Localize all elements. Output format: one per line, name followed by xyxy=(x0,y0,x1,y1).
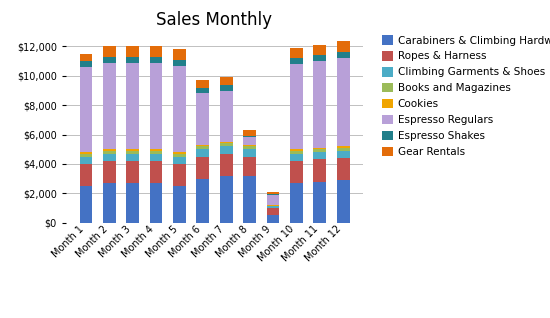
Bar xyxy=(337,158,349,180)
Bar xyxy=(243,130,256,136)
Bar xyxy=(80,164,92,186)
Bar xyxy=(243,137,256,145)
Bar xyxy=(220,143,233,146)
Bar xyxy=(80,154,92,156)
Bar xyxy=(173,60,186,66)
Bar xyxy=(267,192,279,194)
Bar xyxy=(173,152,186,154)
Bar xyxy=(337,148,349,151)
Bar xyxy=(103,149,115,151)
Bar xyxy=(126,151,139,154)
Bar xyxy=(126,161,139,183)
Bar xyxy=(220,77,233,85)
Bar xyxy=(220,142,233,143)
Bar xyxy=(290,151,303,154)
Bar xyxy=(243,176,256,223)
Bar xyxy=(150,149,162,151)
Bar xyxy=(80,186,92,223)
Bar xyxy=(290,161,303,183)
Bar xyxy=(103,46,115,57)
Bar xyxy=(267,206,279,208)
Bar xyxy=(196,80,209,87)
Bar xyxy=(220,85,233,91)
Bar xyxy=(196,179,209,223)
Bar xyxy=(290,154,303,161)
Bar xyxy=(196,146,209,149)
Bar xyxy=(243,149,256,156)
Title: Sales Monthly: Sales Monthly xyxy=(157,11,272,29)
Bar xyxy=(243,156,256,176)
Bar xyxy=(126,46,139,57)
Bar xyxy=(290,64,303,149)
Bar xyxy=(103,161,115,183)
Bar xyxy=(267,208,279,215)
Bar xyxy=(196,156,209,179)
Bar xyxy=(126,57,139,63)
Bar xyxy=(126,183,139,223)
Bar xyxy=(290,149,303,151)
Bar xyxy=(337,146,349,148)
Bar xyxy=(220,146,233,154)
Bar xyxy=(337,58,349,146)
Bar xyxy=(80,156,92,164)
Bar xyxy=(126,149,139,151)
Bar xyxy=(314,149,326,152)
Bar xyxy=(290,48,303,58)
Bar xyxy=(126,154,139,161)
Bar xyxy=(150,63,162,149)
Legend: Carabiners & Climbing Hardwar, Ropes & Harness, Climbing Garments & Shoes, Books: Carabiners & Climbing Hardwar, Ropes & H… xyxy=(380,33,550,159)
Bar xyxy=(173,66,186,152)
Bar xyxy=(243,146,256,149)
Bar xyxy=(150,151,162,154)
Bar xyxy=(314,61,326,148)
Bar xyxy=(103,154,115,161)
Bar xyxy=(196,87,209,93)
Bar xyxy=(196,149,209,156)
Bar xyxy=(220,176,233,223)
Bar xyxy=(290,183,303,223)
Bar xyxy=(196,145,209,146)
Bar xyxy=(220,91,233,142)
Bar xyxy=(173,186,186,223)
Bar xyxy=(243,136,256,137)
Bar xyxy=(314,152,326,160)
Bar xyxy=(314,182,326,223)
Bar xyxy=(150,183,162,223)
Bar xyxy=(314,45,326,55)
Bar xyxy=(267,215,279,223)
Bar xyxy=(80,61,92,67)
Bar xyxy=(80,152,92,154)
Bar xyxy=(80,67,92,152)
Bar xyxy=(314,160,326,182)
Bar xyxy=(314,148,326,149)
Bar xyxy=(314,55,326,61)
Bar xyxy=(337,41,349,52)
Bar xyxy=(103,57,115,63)
Bar xyxy=(150,57,162,63)
Bar xyxy=(337,180,349,223)
Bar xyxy=(220,154,233,176)
Bar xyxy=(150,46,162,57)
Bar xyxy=(150,161,162,183)
Bar xyxy=(243,145,256,146)
Bar xyxy=(337,52,349,58)
Bar xyxy=(103,151,115,154)
Bar xyxy=(267,194,279,195)
Bar xyxy=(126,63,139,149)
Bar xyxy=(173,164,186,186)
Bar xyxy=(150,154,162,161)
Bar xyxy=(173,49,186,60)
Bar xyxy=(196,93,209,145)
Bar xyxy=(173,156,186,164)
Bar xyxy=(267,195,279,205)
Bar xyxy=(173,154,186,156)
Bar xyxy=(80,54,92,61)
Bar xyxy=(103,63,115,149)
Bar xyxy=(290,58,303,64)
Bar xyxy=(337,151,349,158)
Bar xyxy=(103,183,115,223)
Bar xyxy=(267,205,279,206)
